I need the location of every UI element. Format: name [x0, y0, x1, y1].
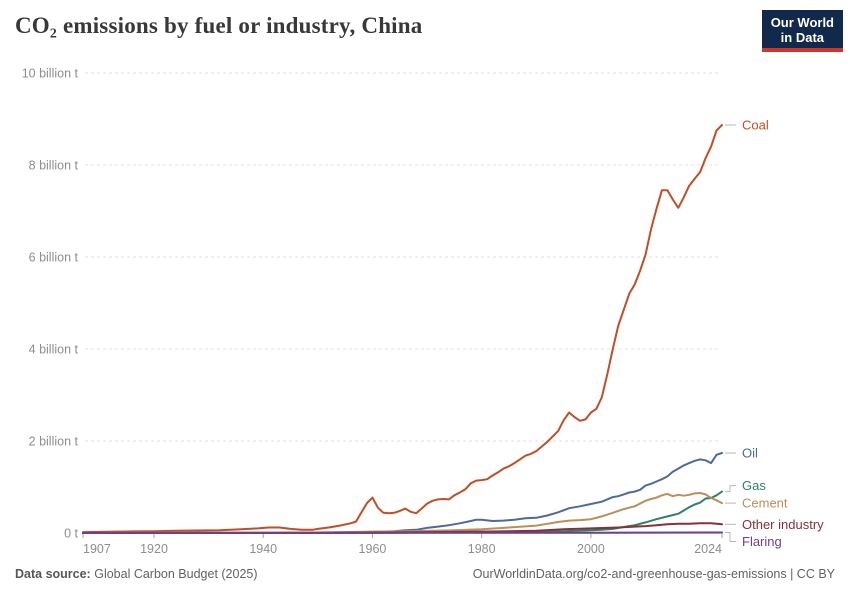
- owid-logo[interactable]: Our World in Data: [761, 10, 843, 52]
- series-line-coal[interactable]: [82, 124, 723, 534]
- series-label-connector-flaring: [725, 532, 736, 542]
- series-line-oil[interactable]: [82, 452, 723, 534]
- series-label-coal[interactable]: Coal: [742, 117, 769, 132]
- x-tick-label: 1960: [359, 542, 387, 556]
- owid-logo-accent-bar: [761, 48, 843, 52]
- y-tick-label: 8 billion t: [29, 159, 79, 173]
- data-source-value: Global Carbon Budget (2025): [94, 567, 258, 581]
- chart-title: CO₂ emissions by fuel or industry, China: [15, 13, 423, 38]
- series-label-flaring[interactable]: Flaring: [742, 534, 782, 549]
- x-tick-label: 2024: [694, 542, 722, 556]
- series-label-gas[interactable]: Gas: [742, 478, 766, 493]
- data-source: Data source: Global Carbon Budget (2025): [15, 567, 258, 581]
- series-label-connector-gas: [725, 485, 736, 493]
- x-tick-label: 2000: [577, 542, 605, 556]
- x-tick-label: 1907: [83, 542, 111, 556]
- credit-link[interactable]: OurWorldinData.org/co2-and-greenhouse-ga…: [472, 567, 835, 581]
- owid-logo-line1: Our World: [770, 15, 834, 30]
- series-label-oil[interactable]: Oil: [742, 445, 758, 460]
- y-tick-label: 4 billion t: [29, 343, 79, 357]
- owid-logo-line2: in Data: [780, 30, 825, 45]
- x-tick-label: 1940: [249, 542, 277, 556]
- y-tick-label: 0 t: [64, 527, 78, 541]
- y-tick-label: 2 billion t: [29, 435, 79, 449]
- y-tick-label: 6 billion t: [29, 251, 79, 265]
- series-label-other-industry[interactable]: Other industry: [742, 517, 824, 532]
- x-tick-label: 1920: [140, 542, 168, 556]
- y-tick-label: 10 billion t: [22, 67, 79, 81]
- series-label-cement[interactable]: Cement: [742, 496, 788, 511]
- data-source-label: Data source:: [15, 567, 91, 581]
- series-line-flaring[interactable]: [82, 531, 723, 534]
- x-tick-label: 1980: [468, 542, 496, 556]
- chart-footer: Data source: Global Carbon Budget (2025)…: [15, 567, 835, 581]
